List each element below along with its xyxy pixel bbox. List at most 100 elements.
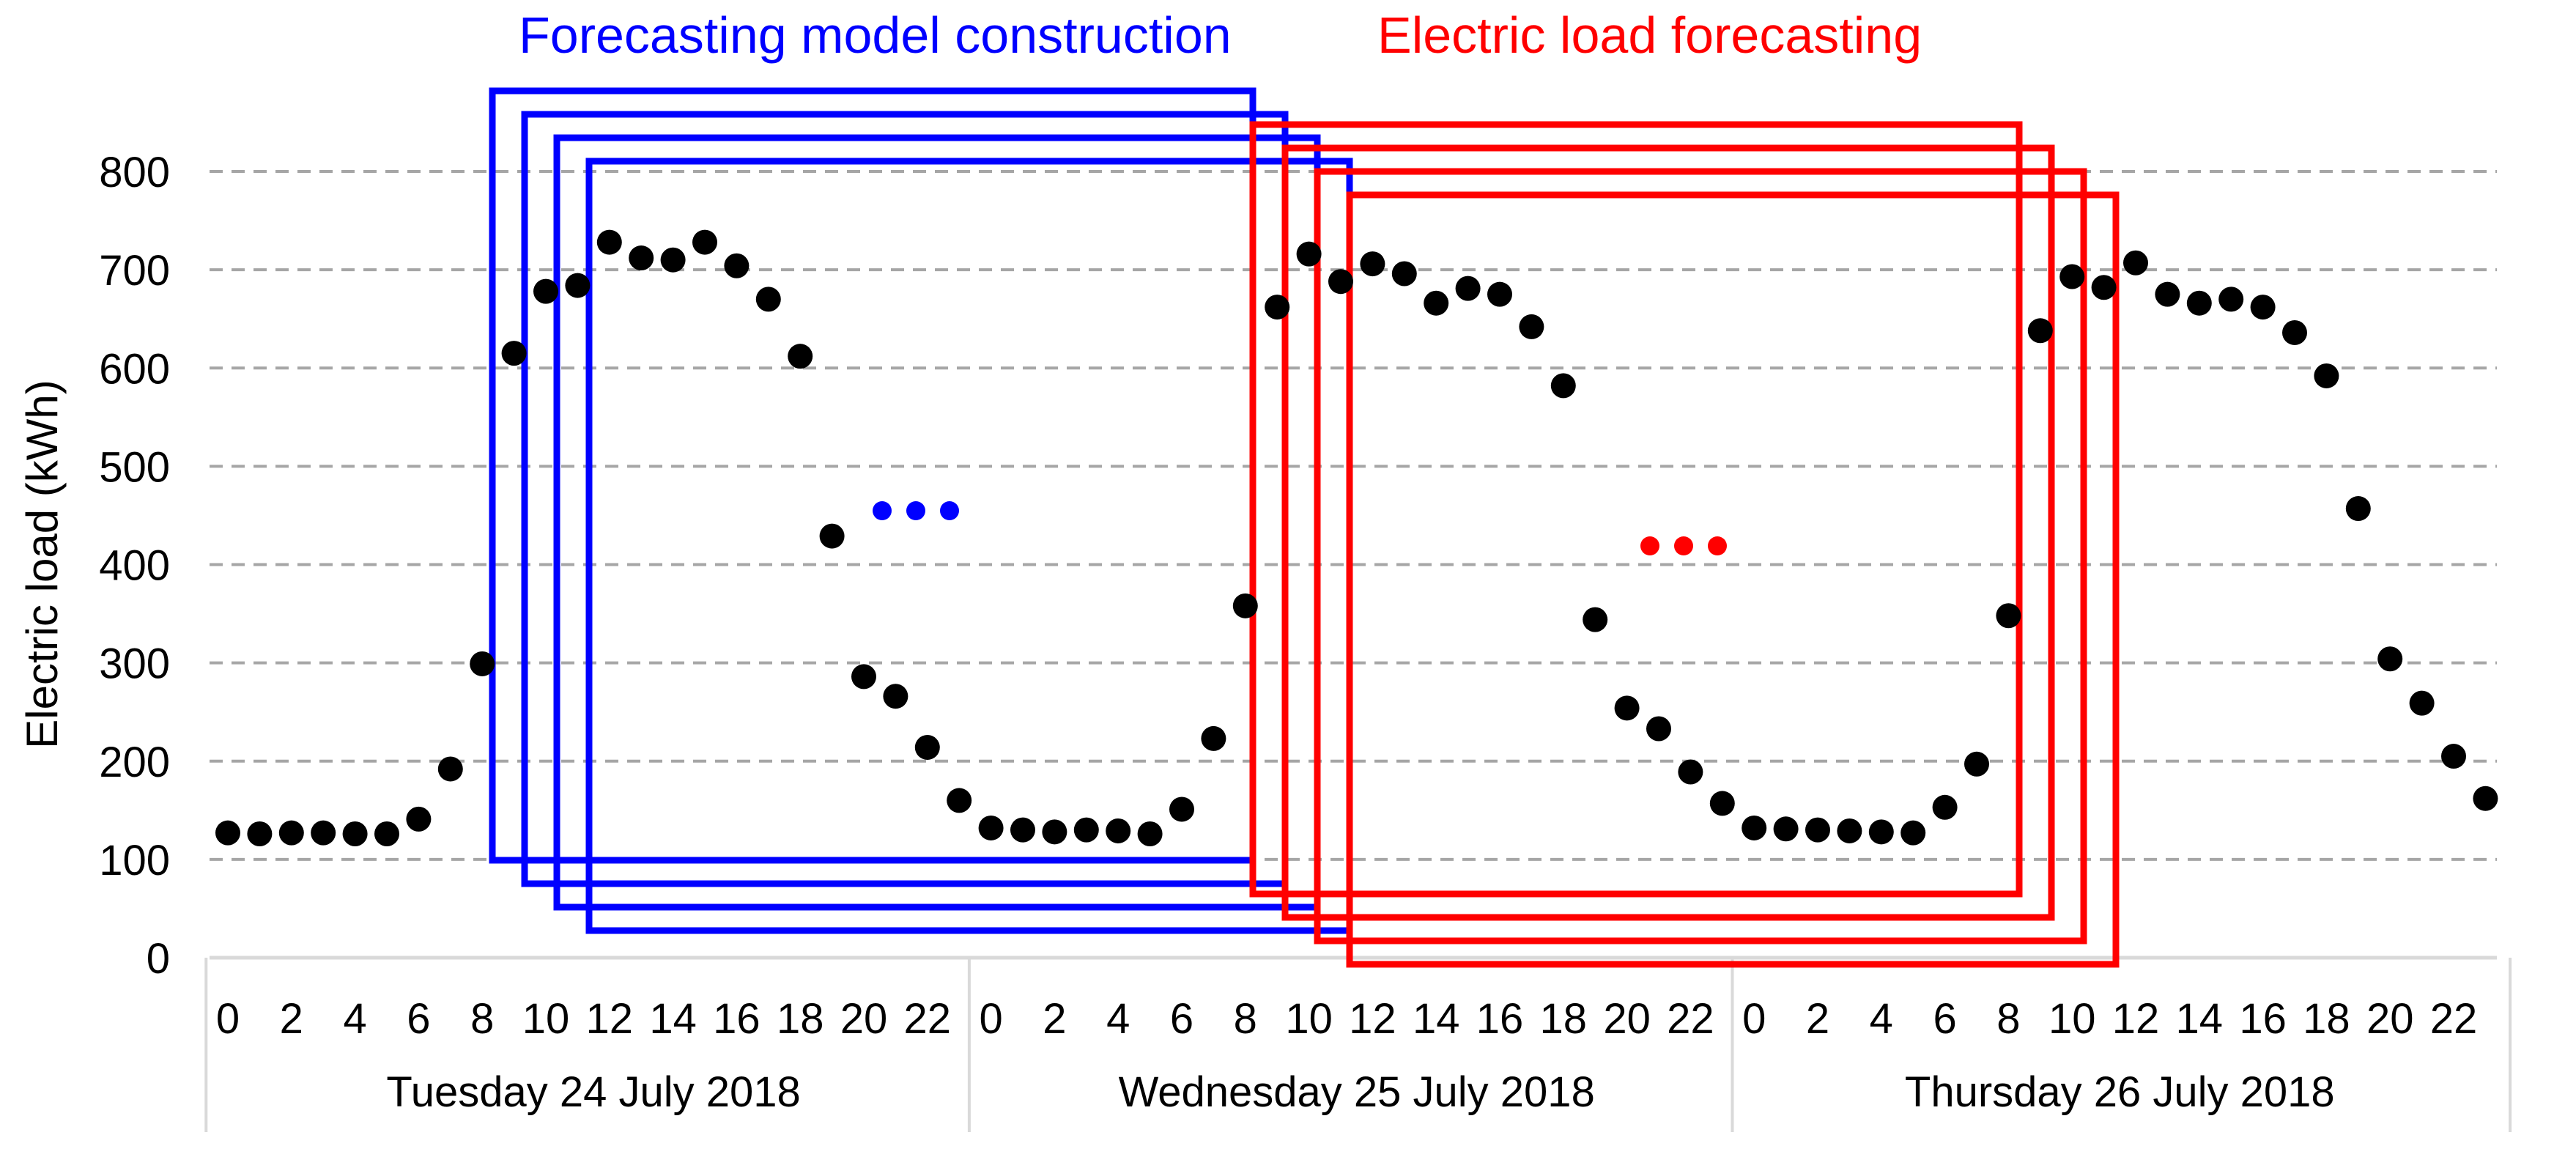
- construction-window-frame: [521, 111, 1289, 887]
- data-point: [2091, 275, 2117, 300]
- x-tick-label: 12: [1349, 995, 1396, 1043]
- data-point: [2027, 318, 2053, 344]
- x-tick-label: 6: [1170, 995, 1193, 1043]
- y-tick-label: 0: [147, 935, 170, 983]
- data-point: [501, 341, 527, 366]
- x-tick-label: 0: [1742, 995, 1766, 1043]
- data-point: [724, 253, 750, 278]
- data-point: [596, 229, 622, 255]
- forecasting-window-frame: [1314, 168, 2087, 945]
- data-point: [2218, 287, 2244, 312]
- data-point: [2186, 290, 2212, 316]
- x-tick-label: 16: [2239, 995, 2287, 1043]
- data-point: [374, 821, 399, 847]
- day-label: Tuesday 24 July 2018: [386, 1068, 800, 1116]
- data-point: [1391, 261, 1417, 287]
- data-point: [2250, 295, 2276, 320]
- data-point: [2441, 744, 2466, 769]
- data-points: [215, 229, 2498, 847]
- x-tick-label: 2: [1806, 995, 1829, 1043]
- y-tick-label: 100: [99, 837, 170, 884]
- data-point: [565, 273, 591, 298]
- data-point: [1360, 251, 1385, 277]
- x-tick-label: 2: [1043, 995, 1066, 1043]
- data-point: [883, 684, 908, 709]
- x-tick-label: 18: [1540, 995, 1588, 1043]
- data-point: [2409, 690, 2435, 716]
- forecasting-ellipsis-dot: [1674, 536, 1693, 555]
- data-point: [2314, 363, 2339, 388]
- construction-ellipsis-dot: [940, 501, 959, 520]
- x-tick-label: 0: [216, 995, 240, 1043]
- data-point: [2155, 281, 2180, 307]
- data-point: [819, 523, 845, 549]
- x-tick-label: 22: [904, 995, 952, 1043]
- x-tick-label: 16: [713, 995, 760, 1043]
- data-point: [1265, 295, 1290, 320]
- data-point: [533, 278, 558, 304]
- forecasting-heading: Electric load forecasting: [1377, 7, 1922, 64]
- y-tick-label: 400: [99, 542, 170, 590]
- y-tick-label: 700: [99, 247, 170, 295]
- x-tick-label: 14: [649, 995, 697, 1043]
- x-tick-label: 20: [1603, 995, 1651, 1043]
- forecasting-ellipsis-dot: [1708, 536, 1727, 555]
- data-point: [692, 229, 717, 255]
- data-point: [2282, 319, 2307, 345]
- construction-ellipsis-dot: [873, 501, 892, 520]
- data-point: [215, 820, 240, 846]
- x-tick-label: 22: [2430, 995, 2478, 1043]
- data-point: [1550, 373, 1576, 399]
- y-tick-label: 300: [99, 640, 170, 688]
- forecasting-window-frame: [1281, 144, 2055, 921]
- x-tick-label: 4: [343, 995, 366, 1043]
- x-tick-label: 4: [1106, 995, 1130, 1043]
- data-point: [914, 734, 940, 760]
- data-point: [1996, 603, 2021, 629]
- x-tick-label: 12: [2112, 995, 2160, 1043]
- data-point: [1010, 817, 1035, 843]
- data-point: [1296, 241, 1322, 267]
- data-point: [660, 247, 686, 273]
- y-tick-label: 500: [99, 443, 170, 491]
- data-point: [1487, 281, 1512, 307]
- data-point: [311, 820, 336, 846]
- data-point: [1773, 816, 1799, 842]
- construction-window-frame: [585, 158, 1353, 934]
- x-tick-label: 20: [2366, 995, 2414, 1043]
- data-point: [1932, 794, 1958, 820]
- data-point: [1519, 314, 1544, 339]
- x-tick-label: 0: [979, 995, 1002, 1043]
- data-point: [1709, 791, 1735, 816]
- data-point: [1964, 751, 1989, 777]
- data-point: [1328, 269, 1353, 295]
- data-point: [1106, 818, 1131, 843]
- x-tick-label: 18: [777, 995, 824, 1043]
- x-tick-label: 12: [586, 995, 634, 1043]
- x-tick-label: 8: [1234, 995, 1257, 1043]
- construction-window-frame: [489, 87, 1256, 864]
- data-point: [2377, 646, 2403, 672]
- x-tick-label: 6: [407, 995, 430, 1043]
- data-point: [470, 651, 495, 676]
- data-point: [2473, 785, 2498, 811]
- data-point: [1137, 821, 1163, 847]
- data-point: [1042, 819, 1067, 845]
- data-point: [851, 664, 876, 690]
- data-point: [2345, 496, 2371, 522]
- x-tick-label: 6: [1933, 995, 1956, 1043]
- x-tick-label: 8: [1996, 995, 2020, 1043]
- x-tick-label: 16: [1476, 995, 1524, 1043]
- y-tick-label: 800: [99, 149, 170, 196]
- window-frames: [489, 87, 2120, 968]
- day-label: Wednesday 25 July 2018: [1119, 1068, 1595, 1116]
- data-point: [978, 815, 1004, 840]
- ellipsis-markers: [873, 501, 1727, 555]
- data-point: [406, 806, 432, 832]
- y-tick-label: 600: [99, 345, 170, 393]
- data-point: [1646, 716, 1671, 742]
- x-tick-label: 10: [1285, 995, 1333, 1043]
- data-point: [342, 821, 368, 847]
